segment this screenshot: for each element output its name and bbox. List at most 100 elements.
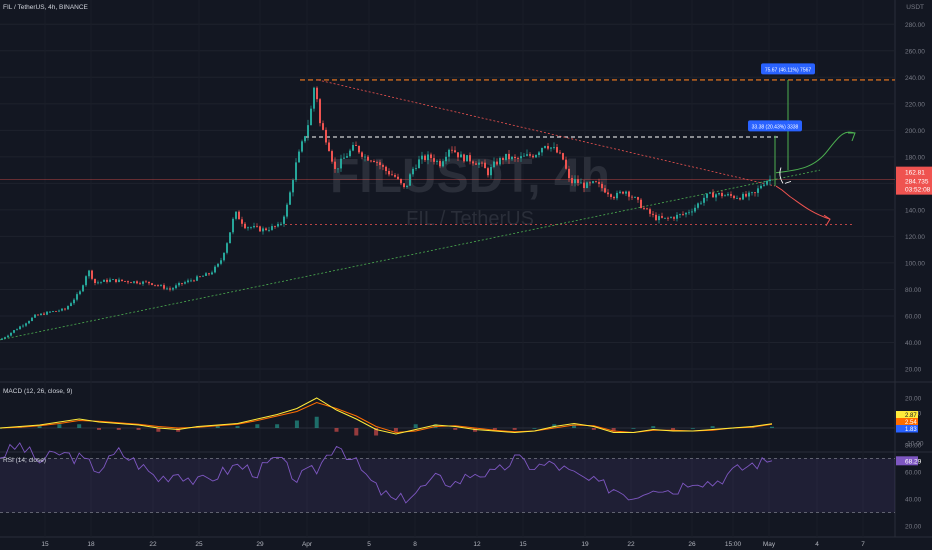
candle-body xyxy=(70,303,72,307)
bearish-projection xyxy=(775,185,831,220)
bar-countdown: 03:52:08 xyxy=(905,187,931,194)
x-tick-label: 5 xyxy=(367,541,371,548)
candle-body xyxy=(457,152,459,158)
candle-body xyxy=(637,197,639,200)
candle-body xyxy=(559,152,561,154)
rsi-pane xyxy=(0,442,895,513)
candle-body xyxy=(574,179,576,184)
candle-body xyxy=(31,317,33,322)
candle-body xyxy=(673,217,675,219)
candle-body xyxy=(370,160,372,162)
candle-body xyxy=(295,162,297,181)
candle-body xyxy=(751,192,753,194)
candle-body xyxy=(520,156,522,159)
candle-body xyxy=(622,191,624,194)
candle-body xyxy=(181,283,183,284)
macd-histogram-bar xyxy=(512,428,517,430)
candle-body xyxy=(583,182,585,189)
candle-body xyxy=(244,223,246,229)
candle-body xyxy=(7,335,9,338)
macd-title[interactable]: MACD (12, 26, close, 9) xyxy=(3,388,73,395)
candle-body xyxy=(376,161,378,163)
candle-body xyxy=(667,217,669,219)
candle-body xyxy=(193,280,195,282)
candle-body xyxy=(304,136,306,142)
lower-target-label: 33.38 (20.43%) 3338 xyxy=(752,124,799,130)
time-axis[interactable]: 15 18 22 25 29 Apr 5 8 12 15 19 22 26 15:00 May 4 7 xyxy=(41,541,865,548)
y-tick-label: 140.00 xyxy=(905,207,925,214)
macd-histogram-bar xyxy=(374,428,379,436)
candle-body xyxy=(49,311,51,313)
candle-body xyxy=(253,225,255,228)
rsi-value-badge xyxy=(896,456,918,466)
candle-body xyxy=(679,214,681,215)
y-tick-label: 200.00 xyxy=(905,128,925,135)
candle-body xyxy=(1,338,3,340)
candle-body xyxy=(460,154,462,158)
candle-body xyxy=(343,157,345,159)
candle-body xyxy=(490,167,492,176)
candle-body xyxy=(502,158,504,160)
ascending-trendline xyxy=(0,169,821,341)
candle-body xyxy=(283,216,285,224)
x-tick-label: 22 xyxy=(149,541,157,548)
candle-body xyxy=(592,181,594,183)
candle-body xyxy=(34,314,36,318)
last-price-value: 162.81 xyxy=(905,170,925,177)
rsi-title[interactable]: RSI (14, close) xyxy=(3,457,46,464)
rsi-tick-label: 40.00 xyxy=(905,497,922,504)
candle-body xyxy=(301,141,303,152)
candle-body xyxy=(676,214,678,219)
price-axis[interactable]: 20.00 40.00 60.00 80.00 100.00 120.00 140.00 16… xyxy=(905,22,925,531)
candle-body xyxy=(508,153,510,160)
candle-body xyxy=(619,191,621,193)
candle-body xyxy=(337,168,339,170)
candle-body xyxy=(289,192,291,205)
macd-value-badge xyxy=(896,411,918,419)
candle-body xyxy=(631,196,633,198)
candle-body xyxy=(682,214,684,215)
candle-body xyxy=(505,153,507,160)
candle-body xyxy=(466,155,468,162)
candle-body xyxy=(40,313,42,316)
candle-body xyxy=(748,192,750,197)
candle-body xyxy=(712,192,714,198)
candle-body xyxy=(190,280,192,282)
bearish-arrowhead xyxy=(823,214,831,227)
candle-body xyxy=(97,282,99,284)
candle-body xyxy=(715,194,717,198)
candle-body xyxy=(364,156,366,158)
y-tick-label: 20.00 xyxy=(905,367,922,374)
y-tick-label: 100.00 xyxy=(905,260,925,267)
y-tick-label: 80.00 xyxy=(905,287,922,294)
candle-body xyxy=(322,123,324,130)
macd-histogram-bar xyxy=(354,428,359,436)
candle-body xyxy=(529,154,531,156)
candle-body xyxy=(406,185,408,188)
candle-body xyxy=(427,154,429,161)
upper-target-box xyxy=(761,63,815,75)
candle-body xyxy=(340,158,342,169)
candle-body xyxy=(382,165,384,167)
x-tick-label: 22 xyxy=(627,541,635,548)
candle-body xyxy=(232,218,234,233)
macd-value-badge xyxy=(896,425,918,433)
macd-histogram-bar xyxy=(611,428,616,432)
candle-body xyxy=(439,160,441,167)
symbol-title[interactable]: FIL / TetherUS, 4h, BINANCE xyxy=(3,4,88,11)
candle-body xyxy=(208,273,210,275)
y-tick-label: 180.00 xyxy=(905,154,925,161)
candle-body xyxy=(646,208,648,210)
x-tick-label: 15:00 xyxy=(725,541,742,548)
candle-body xyxy=(271,226,273,230)
rsi-tick-label: 20.00 xyxy=(905,524,922,531)
candle-body xyxy=(178,283,180,286)
candle-body xyxy=(88,270,90,277)
macd-histogram-bar xyxy=(275,424,280,428)
candle-body xyxy=(217,263,219,267)
candle-body xyxy=(658,216,660,221)
candle-body xyxy=(487,168,489,176)
candle-body xyxy=(58,310,60,312)
candle-body xyxy=(139,283,141,285)
